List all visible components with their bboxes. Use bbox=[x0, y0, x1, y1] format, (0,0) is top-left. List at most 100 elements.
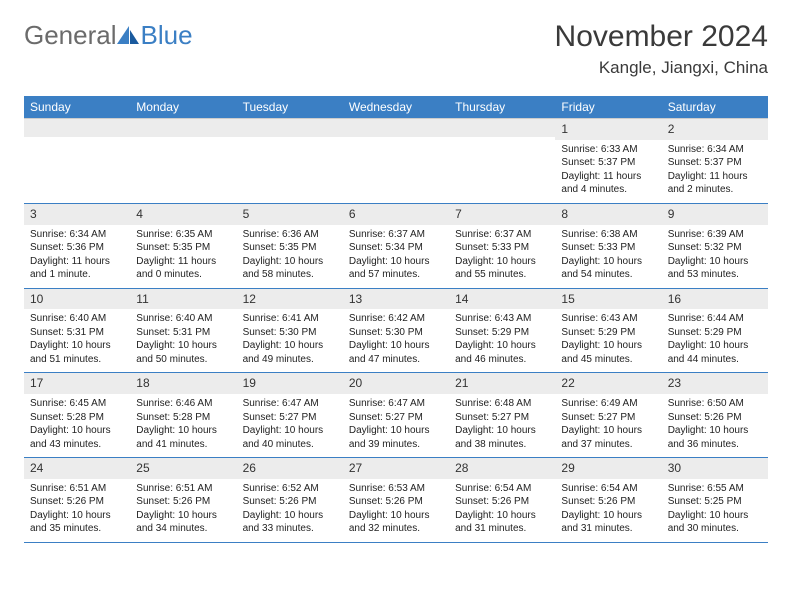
sunset-text: Sunset: 5:32 PM bbox=[668, 241, 762, 255]
day-data: Sunrise: 6:38 AMSunset: 5:33 PMDaylight:… bbox=[555, 225, 661, 288]
day-number: 18 bbox=[130, 373, 236, 394]
day-number: 6 bbox=[343, 204, 449, 225]
sunrise-text: Sunrise: 6:38 AM bbox=[561, 228, 655, 242]
day-number: 16 bbox=[662, 289, 768, 310]
daylight-text: Daylight: 10 hours and 46 minutes. bbox=[455, 339, 549, 366]
day-number: 29 bbox=[555, 458, 661, 479]
calendar-cell: 27Sunrise: 6:53 AMSunset: 5:26 PMDayligh… bbox=[343, 458, 449, 543]
sunrise-text: Sunrise: 6:50 AM bbox=[668, 397, 762, 411]
day-data: Sunrise: 6:35 AMSunset: 5:35 PMDaylight:… bbox=[130, 225, 236, 288]
sunset-text: Sunset: 5:26 PM bbox=[30, 495, 124, 509]
day-data: Sunrise: 6:43 AMSunset: 5:29 PMDaylight:… bbox=[555, 309, 661, 372]
day-data: Sunrise: 6:37 AMSunset: 5:33 PMDaylight:… bbox=[449, 225, 555, 288]
sunset-text: Sunset: 5:26 PM bbox=[455, 495, 549, 509]
sunset-text: Sunset: 5:26 PM bbox=[349, 495, 443, 509]
day-data: Sunrise: 6:48 AMSunset: 5:27 PMDaylight:… bbox=[449, 394, 555, 457]
calendar-cell: 21Sunrise: 6:48 AMSunset: 5:27 PMDayligh… bbox=[449, 373, 555, 458]
daylight-text: Daylight: 10 hours and 31 minutes. bbox=[561, 509, 655, 536]
calendar-cell: 10Sunrise: 6:40 AMSunset: 5:31 PMDayligh… bbox=[24, 288, 130, 373]
calendar-cell: 1Sunrise: 6:33 AMSunset: 5:37 PMDaylight… bbox=[555, 119, 661, 204]
day-number: 1 bbox=[555, 119, 661, 140]
weekday-header: Thursday bbox=[449, 96, 555, 119]
sunrise-text: Sunrise: 6:53 AM bbox=[349, 482, 443, 496]
calendar-cell: 17Sunrise: 6:45 AMSunset: 5:28 PMDayligh… bbox=[24, 373, 130, 458]
daylight-text: Daylight: 10 hours and 47 minutes. bbox=[349, 339, 443, 366]
sunset-text: Sunset: 5:26 PM bbox=[136, 495, 230, 509]
daylight-text: Daylight: 10 hours and 38 minutes. bbox=[455, 424, 549, 451]
weekday-header: Saturday bbox=[662, 96, 768, 119]
calendar-row: 24Sunrise: 6:51 AMSunset: 5:26 PMDayligh… bbox=[24, 458, 768, 543]
sunset-text: Sunset: 5:29 PM bbox=[668, 326, 762, 340]
calendar-row: 10Sunrise: 6:40 AMSunset: 5:31 PMDayligh… bbox=[24, 288, 768, 373]
calendar-cell: 24Sunrise: 6:51 AMSunset: 5:26 PMDayligh… bbox=[24, 458, 130, 543]
daylight-text: Daylight: 10 hours and 44 minutes. bbox=[668, 339, 762, 366]
day-number: 10 bbox=[24, 289, 130, 310]
daylight-text: Daylight: 10 hours and 34 minutes. bbox=[136, 509, 230, 536]
sunrise-text: Sunrise: 6:49 AM bbox=[561, 397, 655, 411]
sunrise-text: Sunrise: 6:46 AM bbox=[136, 397, 230, 411]
calendar-cell: 13Sunrise: 6:42 AMSunset: 5:30 PMDayligh… bbox=[343, 288, 449, 373]
daylight-text: Daylight: 10 hours and 51 minutes. bbox=[30, 339, 124, 366]
sunrise-text: Sunrise: 6:43 AM bbox=[455, 312, 549, 326]
day-data: Sunrise: 6:43 AMSunset: 5:29 PMDaylight:… bbox=[449, 309, 555, 372]
daylight-text: Daylight: 10 hours and 31 minutes. bbox=[455, 509, 549, 536]
calendar-cell: 2Sunrise: 6:34 AMSunset: 5:37 PMDaylight… bbox=[662, 119, 768, 204]
day-number: 21 bbox=[449, 373, 555, 394]
sunrise-text: Sunrise: 6:54 AM bbox=[455, 482, 549, 496]
day-data: Sunrise: 6:46 AMSunset: 5:28 PMDaylight:… bbox=[130, 394, 236, 457]
logo-text-general: General bbox=[24, 20, 117, 51]
sunset-text: Sunset: 5:36 PM bbox=[30, 241, 124, 255]
day-number: 7 bbox=[449, 204, 555, 225]
sunrise-text: Sunrise: 6:52 AM bbox=[243, 482, 337, 496]
day-number: 30 bbox=[662, 458, 768, 479]
logo-sail-icon bbox=[117, 26, 139, 44]
day-number: 24 bbox=[24, 458, 130, 479]
day-data: Sunrise: 6:51 AMSunset: 5:26 PMDaylight:… bbox=[130, 479, 236, 542]
sunset-text: Sunset: 5:26 PM bbox=[243, 495, 337, 509]
day-number: 9 bbox=[662, 204, 768, 225]
day-data: Sunrise: 6:39 AMSunset: 5:32 PMDaylight:… bbox=[662, 225, 768, 288]
day-number: 28 bbox=[449, 458, 555, 479]
day-data: Sunrise: 6:52 AMSunset: 5:26 PMDaylight:… bbox=[237, 479, 343, 542]
day-data: Sunrise: 6:49 AMSunset: 5:27 PMDaylight:… bbox=[555, 394, 661, 457]
sunset-text: Sunset: 5:28 PM bbox=[30, 411, 124, 425]
sunrise-text: Sunrise: 6:33 AM bbox=[561, 143, 655, 157]
daylight-text: Daylight: 10 hours and 54 minutes. bbox=[561, 255, 655, 282]
daylight-text: Daylight: 10 hours and 41 minutes. bbox=[136, 424, 230, 451]
daylight-text: Daylight: 10 hours and 32 minutes. bbox=[349, 509, 443, 536]
calendar-cell: 22Sunrise: 6:49 AMSunset: 5:27 PMDayligh… bbox=[555, 373, 661, 458]
sunrise-text: Sunrise: 6:47 AM bbox=[243, 397, 337, 411]
daylight-text: Daylight: 10 hours and 50 minutes. bbox=[136, 339, 230, 366]
day-number: 2 bbox=[662, 119, 768, 140]
daylight-text: Daylight: 10 hours and 53 minutes. bbox=[668, 255, 762, 282]
day-number: 11 bbox=[130, 289, 236, 310]
calendar-cell bbox=[449, 119, 555, 204]
weekday-header: Friday bbox=[555, 96, 661, 119]
sunset-text: Sunset: 5:33 PM bbox=[455, 241, 549, 255]
daylight-text: Daylight: 10 hours and 39 minutes. bbox=[349, 424, 443, 451]
daylight-text: Daylight: 10 hours and 30 minutes. bbox=[668, 509, 762, 536]
day-data: Sunrise: 6:51 AMSunset: 5:26 PMDaylight:… bbox=[24, 479, 130, 542]
weekday-header: Wednesday bbox=[343, 96, 449, 119]
sunrise-text: Sunrise: 6:55 AM bbox=[668, 482, 762, 496]
sunrise-text: Sunrise: 6:41 AM bbox=[243, 312, 337, 326]
sunset-text: Sunset: 5:27 PM bbox=[561, 411, 655, 425]
sunrise-text: Sunrise: 6:54 AM bbox=[561, 482, 655, 496]
day-data: Sunrise: 6:54 AMSunset: 5:26 PMDaylight:… bbox=[449, 479, 555, 542]
logo-text-blue: Blue bbox=[141, 20, 193, 51]
sunrise-text: Sunrise: 6:51 AM bbox=[136, 482, 230, 496]
sunset-text: Sunset: 5:27 PM bbox=[243, 411, 337, 425]
sunset-text: Sunset: 5:33 PM bbox=[561, 241, 655, 255]
calendar-cell: 6Sunrise: 6:37 AMSunset: 5:34 PMDaylight… bbox=[343, 203, 449, 288]
location: Kangle, Jiangxi, China bbox=[555, 58, 768, 78]
sunrise-text: Sunrise: 6:44 AM bbox=[668, 312, 762, 326]
calendar-cell: 12Sunrise: 6:41 AMSunset: 5:30 PMDayligh… bbox=[237, 288, 343, 373]
sunrise-text: Sunrise: 6:42 AM bbox=[349, 312, 443, 326]
day-number: 25 bbox=[130, 458, 236, 479]
calendar-cell: 18Sunrise: 6:46 AMSunset: 5:28 PMDayligh… bbox=[130, 373, 236, 458]
daylight-text: Daylight: 10 hours and 58 minutes. bbox=[243, 255, 337, 282]
title-block: November 2024 Kangle, Jiangxi, China bbox=[555, 20, 768, 78]
day-data: Sunrise: 6:50 AMSunset: 5:26 PMDaylight:… bbox=[662, 394, 768, 457]
calendar-cell: 4Sunrise: 6:35 AMSunset: 5:35 PMDaylight… bbox=[130, 203, 236, 288]
day-data: Sunrise: 6:34 AMSunset: 5:36 PMDaylight:… bbox=[24, 225, 130, 288]
